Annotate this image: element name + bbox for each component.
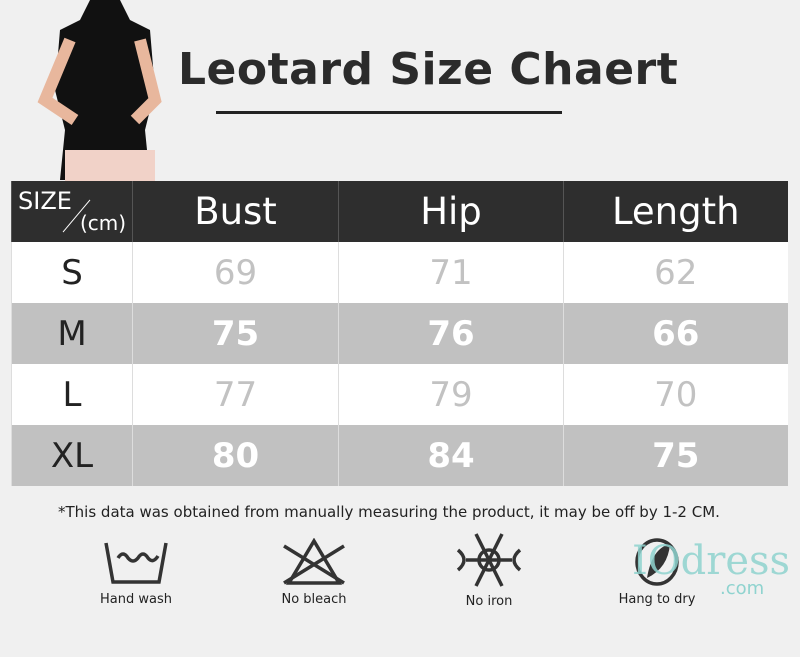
care-hang-dry: Hang to dry [597, 538, 717, 607]
table-row: M 75 76 66 [11, 303, 788, 364]
care-no-iron: No iron [429, 533, 549, 609]
length-cell: 62 [563, 242, 788, 303]
size-cell: XL [11, 425, 133, 486]
watermark-domain: .com [720, 578, 765, 599]
page-title: Leotard Size Chaert [178, 44, 679, 95]
table-row: S 69 71 62 [11, 242, 788, 303]
care-label: Hand wash [100, 592, 172, 607]
title-underline [216, 111, 562, 114]
care-label: No iron [465, 594, 513, 609]
size-label: SIZE [18, 187, 72, 215]
bust-cell: 77 [132, 364, 339, 425]
care-label: No bleach [281, 592, 347, 607]
hang-dry-icon [635, 538, 679, 586]
size-cell: S [11, 242, 133, 303]
unit-label: (cm) [80, 211, 127, 235]
table-row: XL 80 84 75 [11, 425, 788, 486]
length-cell: 66 [563, 303, 788, 364]
care-label: Hang to dry [618, 592, 696, 607]
hip-cell: 79 [338, 364, 564, 425]
length-cell: 70 [563, 364, 788, 425]
watermark-logo: IOdress [632, 538, 791, 584]
length-cell: 75 [563, 425, 788, 486]
table-row: L 77 79 70 [11, 364, 788, 425]
bust-cell: 80 [132, 425, 339, 486]
size-unit-header: SIZE (cm) [11, 181, 133, 242]
column-header-length: Length [563, 181, 788, 242]
bust-cell: 69 [132, 242, 339, 303]
size-cell: L [11, 364, 133, 425]
hip-cell: 71 [338, 242, 564, 303]
header-row: SIZE (cm) Bust Hip Length [11, 181, 788, 242]
size-table: SIZE (cm) Bust Hip Length S 69 71 62 M 7… [11, 181, 788, 486]
column-header-hip: Hip [338, 181, 564, 242]
care-no-bleach: No bleach [254, 538, 374, 607]
hip-cell: 84 [338, 425, 564, 486]
measurement-note: *This data was obtained from manually me… [58, 503, 720, 521]
model-photo [37, 0, 162, 182]
bust-cell: 75 [132, 303, 339, 364]
size-cell: M [11, 303, 133, 364]
no-bleach-icon [283, 538, 345, 585]
hand-wash-icon [104, 542, 168, 584]
no-iron-icon [456, 533, 522, 587]
column-header-bust: Bust [132, 181, 339, 242]
hip-cell: 76 [338, 303, 564, 364]
care-hand-wash: Hand wash [76, 538, 196, 607]
